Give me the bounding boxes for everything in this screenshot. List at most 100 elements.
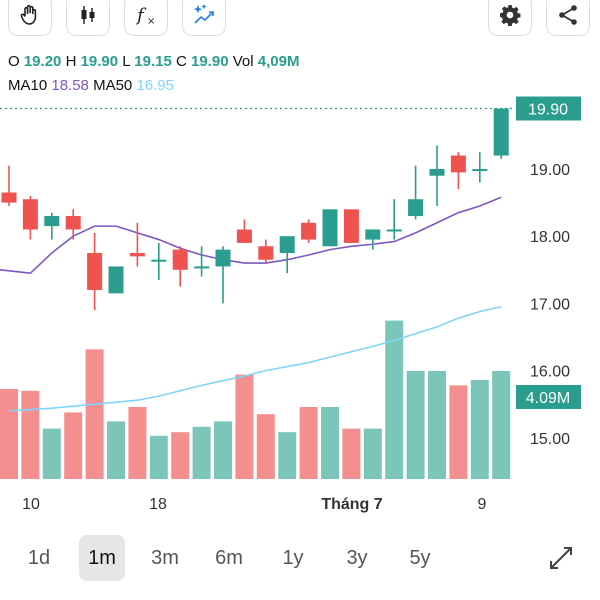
range-6m[interactable]: 6m (215, 546, 243, 569)
candle-body (194, 266, 210, 269)
volume-bar (492, 371, 511, 479)
ma50-line (8, 305, 502, 412)
open-label: O (8, 53, 20, 70)
candle-body (279, 236, 295, 253)
candle-body (472, 169, 488, 171)
candle-body (258, 246, 274, 260)
ma10-value: 18.58 (51, 77, 89, 94)
hand-tool-button[interactable] (8, 0, 52, 36)
candle-body (108, 266, 124, 294)
ma50-value: 16.95 (136, 77, 174, 94)
volume-bar (470, 380, 489, 479)
candle-body (215, 249, 231, 267)
close-value: 19.90 (191, 53, 229, 70)
volume-bar (428, 371, 446, 479)
high-label: H (65, 53, 77, 70)
y-tick-label: 19.00 (530, 162, 570, 179)
ohlc-readout: O 19.20 H 19.90 L 19.15 C 19.90 Vol 4,09… (8, 53, 299, 70)
volume-bar (256, 414, 275, 479)
candle-body (301, 222, 317, 240)
candle-body (365, 229, 381, 240)
candlestick-icon (81, 6, 95, 24)
low-label: L (122, 53, 131, 70)
candle-body (1, 192, 17, 203)
y-tick-label: 15.00 (530, 431, 570, 448)
svg-text:f: f (135, 5, 147, 26)
volume-bar (299, 407, 318, 479)
x-tick-label: Tháng 7 (321, 496, 382, 513)
candle-body (65, 216, 81, 230)
candle-body (129, 253, 145, 257)
y-tick-label: 16.00 (530, 364, 570, 381)
last-price-tag (516, 96, 581, 121)
volume-bar (278, 432, 297, 479)
volume-bar (107, 421, 125, 479)
price-chart[interactable]: 15.00 16.00 17.00 18.00 19.00 19.90 4.09M 10 18 T… (0, 90, 600, 520)
volume-bar (235, 374, 254, 479)
gear-icon (500, 5, 521, 26)
y-tick-label: 17.00 (530, 296, 570, 313)
volume-bar (214, 421, 232, 479)
share-icon (559, 5, 577, 25)
low-value: 19.15 (134, 53, 172, 70)
settings-button[interactable] (488, 0, 532, 36)
volume-label: Vol (232, 53, 254, 70)
open-value: 19.20 (23, 53, 62, 70)
moving-average-readout: MA10 18.58 MA50 16.95 (8, 77, 174, 94)
time-range-selector: 1d 1m 3m 6m 1y 3y 5y (0, 535, 600, 581)
svg-text:×: × (147, 16, 155, 27)
volume-bar (321, 407, 339, 479)
range-3y[interactable]: 3y (346, 546, 368, 569)
range-1d[interactable]: 1d (27, 546, 51, 569)
last-volume-label: 4.09M (526, 390, 570, 407)
function-icon: f × (135, 5, 155, 27)
volume-bar (0, 389, 18, 479)
volume-bar (128, 407, 147, 479)
y-tick-label: 18.00 (530, 229, 570, 246)
last-price-label: 19.90 (528, 102, 568, 119)
close-label: C (175, 53, 187, 70)
ma50-label: MA50 (93, 77, 133, 94)
candle-body (343, 209, 359, 243)
candle-body (87, 253, 103, 290)
x-tick-label: 10 (22, 496, 40, 513)
x-tick-label: 9 (478, 496, 487, 513)
expand-icon[interactable] (546, 543, 576, 573)
volume-bar (149, 435, 168, 479)
candle-body (236, 229, 252, 243)
ai-analysis-button[interactable] (182, 0, 226, 36)
volume-bar (449, 385, 468, 479)
range-1m[interactable]: 1m (79, 535, 125, 581)
last-volume-tag (516, 385, 581, 409)
volume-bar (64, 412, 83, 479)
volume-bar (363, 428, 382, 479)
candle-body (386, 229, 402, 232)
ma10-label: MA10 (8, 77, 48, 94)
volume-bar (42, 428, 61, 479)
ma10-line (0, 196, 502, 274)
range-3m[interactable]: 3m (151, 546, 179, 569)
range-5y[interactable]: 5y (409, 546, 431, 569)
volume-bar (21, 390, 40, 479)
candle-body (22, 199, 38, 230)
candle-body (172, 249, 188, 270)
volume-bar (192, 426, 211, 479)
range-1y[interactable]: 1y (282, 546, 304, 569)
volume-bar (385, 320, 404, 479)
candle-body (151, 259, 167, 262)
volume-bar (342, 428, 361, 479)
candlestick-tool-button[interactable] (66, 0, 110, 36)
candle-body (450, 155, 466, 173)
volume-bar (171, 432, 190, 479)
share-button[interactable] (546, 0, 590, 36)
candle-body (429, 169, 445, 176)
volume-value: 4,09M (257, 53, 300, 70)
sparkle-chart-icon (193, 4, 214, 24)
candle-body (44, 216, 60, 227)
hand-icon (20, 4, 37, 25)
volume-bar (406, 371, 425, 479)
high-value: 19.90 (80, 53, 119, 70)
candle-body (493, 108, 509, 156)
indicator-function-button[interactable]: f × (124, 0, 168, 36)
volume-bar (85, 349, 104, 479)
